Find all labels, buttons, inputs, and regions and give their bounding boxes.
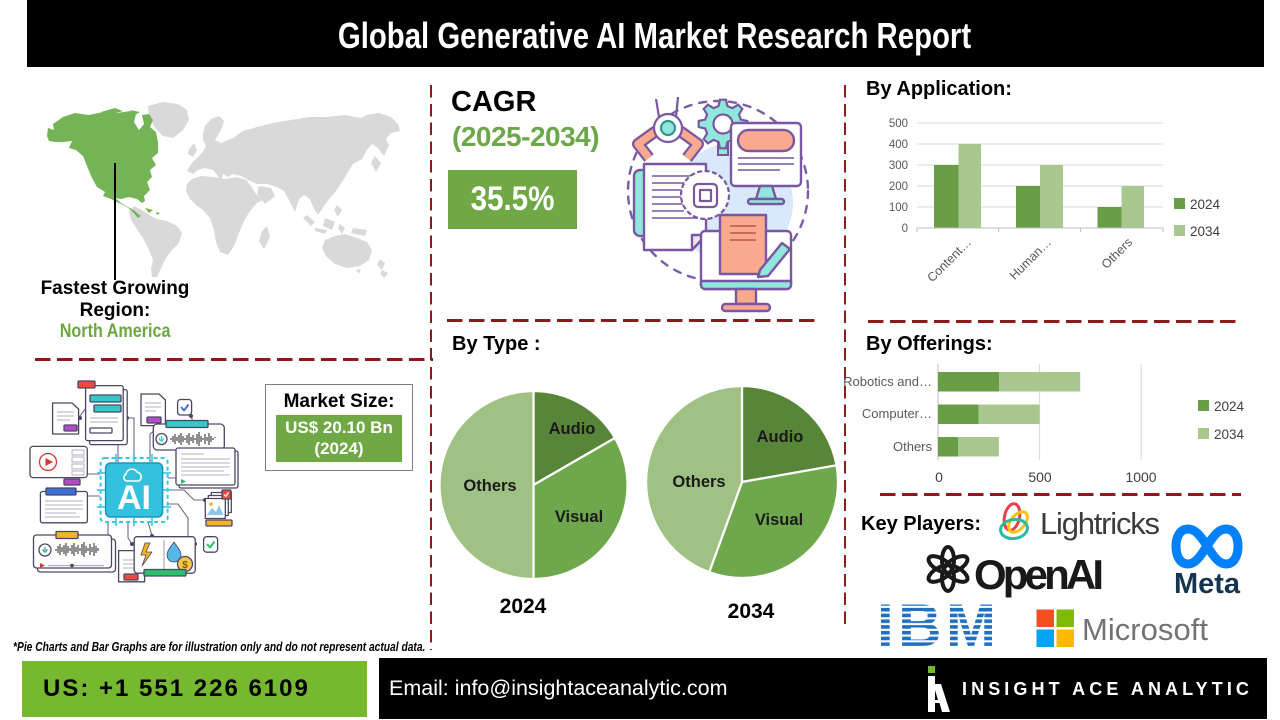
svg-text:Computer…: Computer… bbox=[862, 406, 932, 421]
svg-text:IBM: IBM bbox=[877, 592, 994, 659]
svg-text:500: 500 bbox=[1028, 469, 1052, 485]
svg-text:Visual: Visual bbox=[755, 511, 803, 529]
svg-text:Microsoft: Microsoft bbox=[1082, 612, 1208, 647]
svg-text:2024: 2024 bbox=[1214, 399, 1245, 414]
svg-text:Others: Others bbox=[463, 477, 516, 495]
svg-text:Others: Others bbox=[893, 439, 933, 454]
svg-text:Others: Others bbox=[1099, 235, 1135, 271]
svg-text:Meta: Meta bbox=[1174, 568, 1241, 600]
svg-text:Lightricks: Lightricks bbox=[1040, 506, 1160, 541]
svg-text:Robotics and…: Robotics and… bbox=[843, 374, 932, 389]
svg-text:Audio: Audio bbox=[549, 420, 596, 438]
svg-text:$: $ bbox=[182, 560, 188, 571]
svg-text:OpenAI: OpenAI bbox=[974, 551, 1104, 598]
svg-text:Audio: Audio bbox=[757, 428, 804, 446]
svg-text:0: 0 bbox=[902, 223, 908, 235]
svg-text:2024: 2024 bbox=[1190, 197, 1221, 212]
svg-text:2034: 2034 bbox=[1190, 224, 1221, 239]
svg-text:Human…: Human… bbox=[1007, 235, 1054, 282]
svg-text:2034: 2034 bbox=[1214, 427, 1245, 442]
svg-text:AI: AI bbox=[117, 479, 151, 517]
svg-text:1000: 1000 bbox=[1125, 469, 1156, 485]
svg-text:Content…: Content… bbox=[924, 235, 974, 285]
svg-text:200: 200 bbox=[889, 181, 908, 193]
svg-text:400: 400 bbox=[889, 139, 908, 151]
svg-text:300: 300 bbox=[889, 160, 908, 172]
svg-text:500: 500 bbox=[889, 118, 908, 130]
svg-text:100: 100 bbox=[889, 202, 908, 214]
svg-text:Others: Others bbox=[672, 473, 725, 491]
svg-text:Visual: Visual bbox=[555, 508, 603, 526]
svg-text:0: 0 bbox=[935, 469, 943, 485]
